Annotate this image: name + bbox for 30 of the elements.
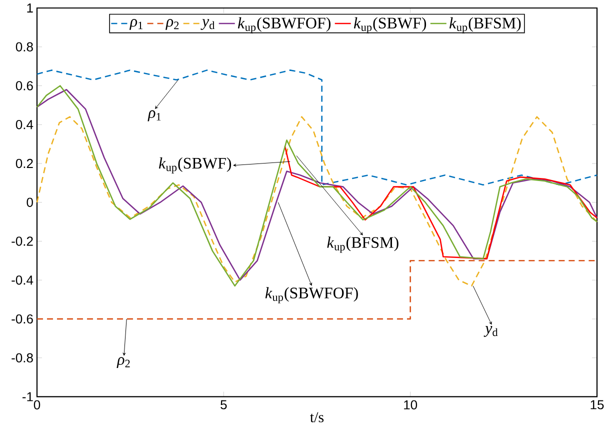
annotation: k$_{up}$(SBWFOF) [265,287,358,304]
y-tick-label: 0.6 [16,81,33,90]
legend-label: k$_{up}$(SBWF) [354,17,426,34]
y-tick-label: -0.4 [12,275,34,285]
x-tick-label: 0 [34,400,40,410]
x-axis-title: t/s [310,412,324,422]
legend-label: ρ$_{1}$ [129,19,142,30]
line-series [284,145,598,260]
y-tick-label: -0.2 [12,236,33,246]
line-series [36,70,598,186]
annotation: k$_{up}$(SBWF) [158,157,232,174]
annotation: ρ$_{2}$ [116,357,130,368]
y-tick-label: -0.6 [12,314,33,324]
y-tick-label: 0.4 [16,120,34,130]
annotation: k$_{up}$(BFSM) [327,236,398,253]
legend-label: y$_{d}$ [200,19,215,30]
y-tick-label: 0 [26,198,33,207]
x-tick-label: 10 [404,400,418,410]
x-tick-label: 5 [220,400,227,410]
y-tick-label: 0.2 [16,158,33,168]
legend-label: k$_{up}$(SBWFOF) [238,17,330,34]
y-tick-label: -1 [22,392,33,402]
y-tick-label: 1 [27,4,33,12]
legend-label: ρ$_{2}$ [166,19,179,30]
x-tick-label: 15 [590,400,604,410]
y-tick-label: 0.8 [16,42,33,52]
annotation: ρ$_{1}$ [148,110,161,122]
legend-label: k$_{up}$(BFSM) [450,17,521,34]
annotation: y$_{d}$ [484,326,498,337]
y-tick-label: -0.8 [12,353,33,362]
